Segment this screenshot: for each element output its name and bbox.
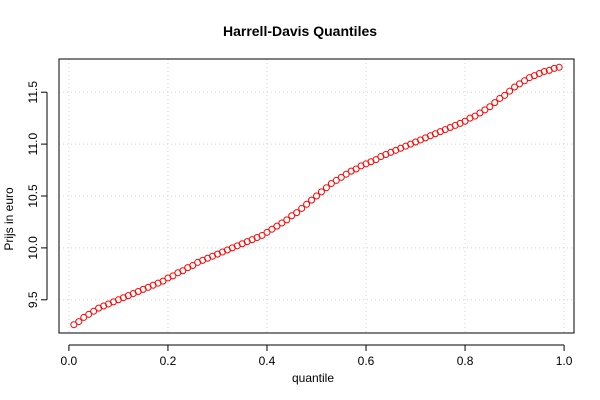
data-point — [317, 188, 325, 196]
data-point — [501, 91, 509, 99]
y-tick-label: 9.5 — [26, 291, 40, 308]
data-point — [322, 184, 330, 192]
data-point — [461, 117, 469, 125]
data-point — [283, 216, 291, 224]
data-point — [263, 228, 271, 236]
data-point — [520, 77, 528, 85]
y-tick-label: 10.0 — [26, 236, 40, 260]
data-point — [516, 80, 524, 88]
data-point — [298, 204, 306, 212]
x-tick-label: 0.4 — [259, 354, 276, 368]
data-point — [476, 109, 484, 117]
data-point — [85, 310, 93, 318]
data-point — [308, 196, 316, 204]
data-point — [75, 318, 83, 326]
x-axis: 0.0 0.2 0.4 0.6 0.8 1.0 — [61, 344, 573, 368]
data-point — [555, 63, 563, 71]
data-point — [342, 170, 350, 178]
data-point — [159, 277, 167, 285]
data-point — [169, 272, 177, 280]
data-point — [486, 103, 494, 111]
x-tick-label: 1.0 — [556, 354, 573, 368]
data-point — [496, 94, 504, 102]
data-point — [352, 165, 360, 173]
data-point — [189, 262, 197, 270]
data-point — [303, 200, 311, 208]
data-point — [70, 321, 78, 329]
chart-title: Harrell-Davis Quantiles — [223, 23, 377, 39]
data-point — [471, 112, 479, 120]
data-point — [268, 225, 276, 233]
data-point — [179, 267, 187, 275]
y-axis-label: Prijs in euro — [2, 187, 16, 251]
data-point — [273, 222, 281, 230]
y-tick-label: 11.5 — [26, 81, 40, 104]
data-point — [511, 83, 519, 91]
x-tick-label: 0.0 — [61, 354, 78, 368]
data-point — [540, 67, 548, 75]
data-point — [481, 106, 489, 114]
data-point — [293, 209, 301, 217]
x-tick-label: 0.2 — [160, 354, 177, 368]
y-tick-label: 10.5 — [26, 184, 40, 208]
x-tick-label: 0.6 — [358, 354, 375, 368]
x-tick-label: 0.8 — [457, 354, 474, 368]
data-point — [278, 219, 286, 227]
data-point — [491, 99, 499, 107]
data-point — [337, 173, 345, 181]
plot-border — [58, 58, 575, 334]
points-layer — [70, 63, 563, 329]
data-point — [550, 64, 558, 72]
grid — [59, 59, 574, 333]
y-axis: 9.5 10.0 10.5 11.0 11.5 — [26, 81, 48, 308]
data-point — [372, 156, 380, 164]
y-tick-label: 11.0 — [26, 133, 40, 156]
x-axis-label: quantile — [292, 371, 334, 385]
data-point — [332, 176, 340, 184]
data-point — [90, 307, 98, 315]
data-point — [80, 313, 88, 321]
data-point — [327, 180, 335, 188]
data-point — [313, 192, 320, 200]
data-point — [506, 87, 514, 95]
data-point — [288, 212, 296, 220]
data-point — [258, 231, 266, 239]
